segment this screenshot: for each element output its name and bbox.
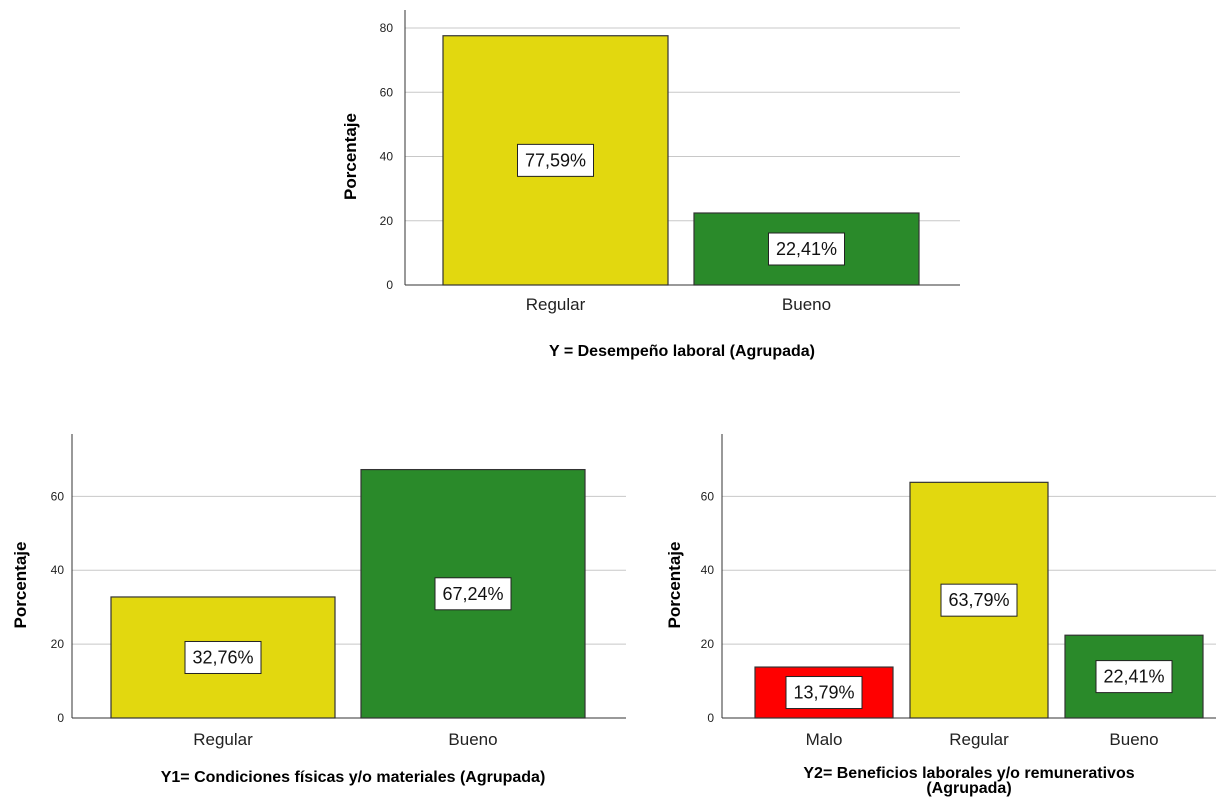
data-label: 67,24% xyxy=(442,584,503,604)
x-category-label: Regular xyxy=(526,295,586,314)
data-label: 77,59% xyxy=(525,150,586,170)
data-label-box xyxy=(517,143,594,177)
data-label-box xyxy=(184,640,262,674)
x-category-label: Bueno xyxy=(1109,730,1158,749)
y-tick-label: 0 xyxy=(386,278,393,292)
y-tick-label: 60 xyxy=(380,85,394,99)
x-axis-title: (Agrupada) xyxy=(926,780,1011,797)
y-tick-label: 20 xyxy=(701,637,715,651)
chart-desempeno-laboral: 0 20 40 60 80 Porcentaje 77,59% Regular 22,41% Bu… xyxy=(341,10,960,360)
x-category-label: Malo xyxy=(806,730,843,749)
x-category-label: Bueno xyxy=(448,730,497,749)
y-tick-label: 40 xyxy=(51,563,65,577)
x-category-label: Regular xyxy=(949,730,1009,749)
y-tick-label: 80 xyxy=(380,21,394,35)
data-label: 13,79% xyxy=(793,683,854,703)
data-label-box xyxy=(940,583,1018,617)
data-label: 32,76% xyxy=(192,647,253,667)
x-category-label: Bueno xyxy=(782,295,831,314)
y-axis-title: Porcentaje xyxy=(341,113,360,200)
data-label-box xyxy=(768,232,845,266)
y-tick-label: 0 xyxy=(707,711,714,725)
data-label-box xyxy=(434,577,512,611)
y-tick-label: 40 xyxy=(380,150,394,164)
x-axis-title: Y2= Beneficios laborales y/o remunerativ… xyxy=(803,765,1134,782)
data-label: 63,79% xyxy=(948,590,1009,610)
y-tick-label: 0 xyxy=(57,711,64,725)
data-label: 22,41% xyxy=(776,239,837,259)
x-axis-title: Y = Desempeño laboral (Agrupada) xyxy=(549,343,815,360)
y-axis-title: Porcentaje xyxy=(665,542,684,629)
y-axis-title: Porcentaje xyxy=(11,542,30,629)
y-tick-label: 20 xyxy=(380,214,394,228)
y-tick-label: 40 xyxy=(701,563,715,577)
data-label: 22,41% xyxy=(1103,667,1164,687)
chart-beneficios-laborales: 0 20 40 60 Porcentaje 13,79% Malo 63,79% Regular… xyxy=(665,434,1216,797)
data-label-box xyxy=(785,676,863,710)
x-category-label: Regular xyxy=(193,730,253,749)
y-tick-label: 20 xyxy=(51,637,65,651)
data-label-box xyxy=(1095,660,1173,694)
y-tick-label: 60 xyxy=(701,489,715,503)
chart-condiciones-fisicas: 0 20 40 60 Porcentaje 32,76% Regular 67,24% Buen… xyxy=(11,434,626,786)
y-tick-label: 60 xyxy=(51,489,65,503)
x-axis-title: Y1= Condiciones físicas y/o materiales (… xyxy=(161,769,546,786)
